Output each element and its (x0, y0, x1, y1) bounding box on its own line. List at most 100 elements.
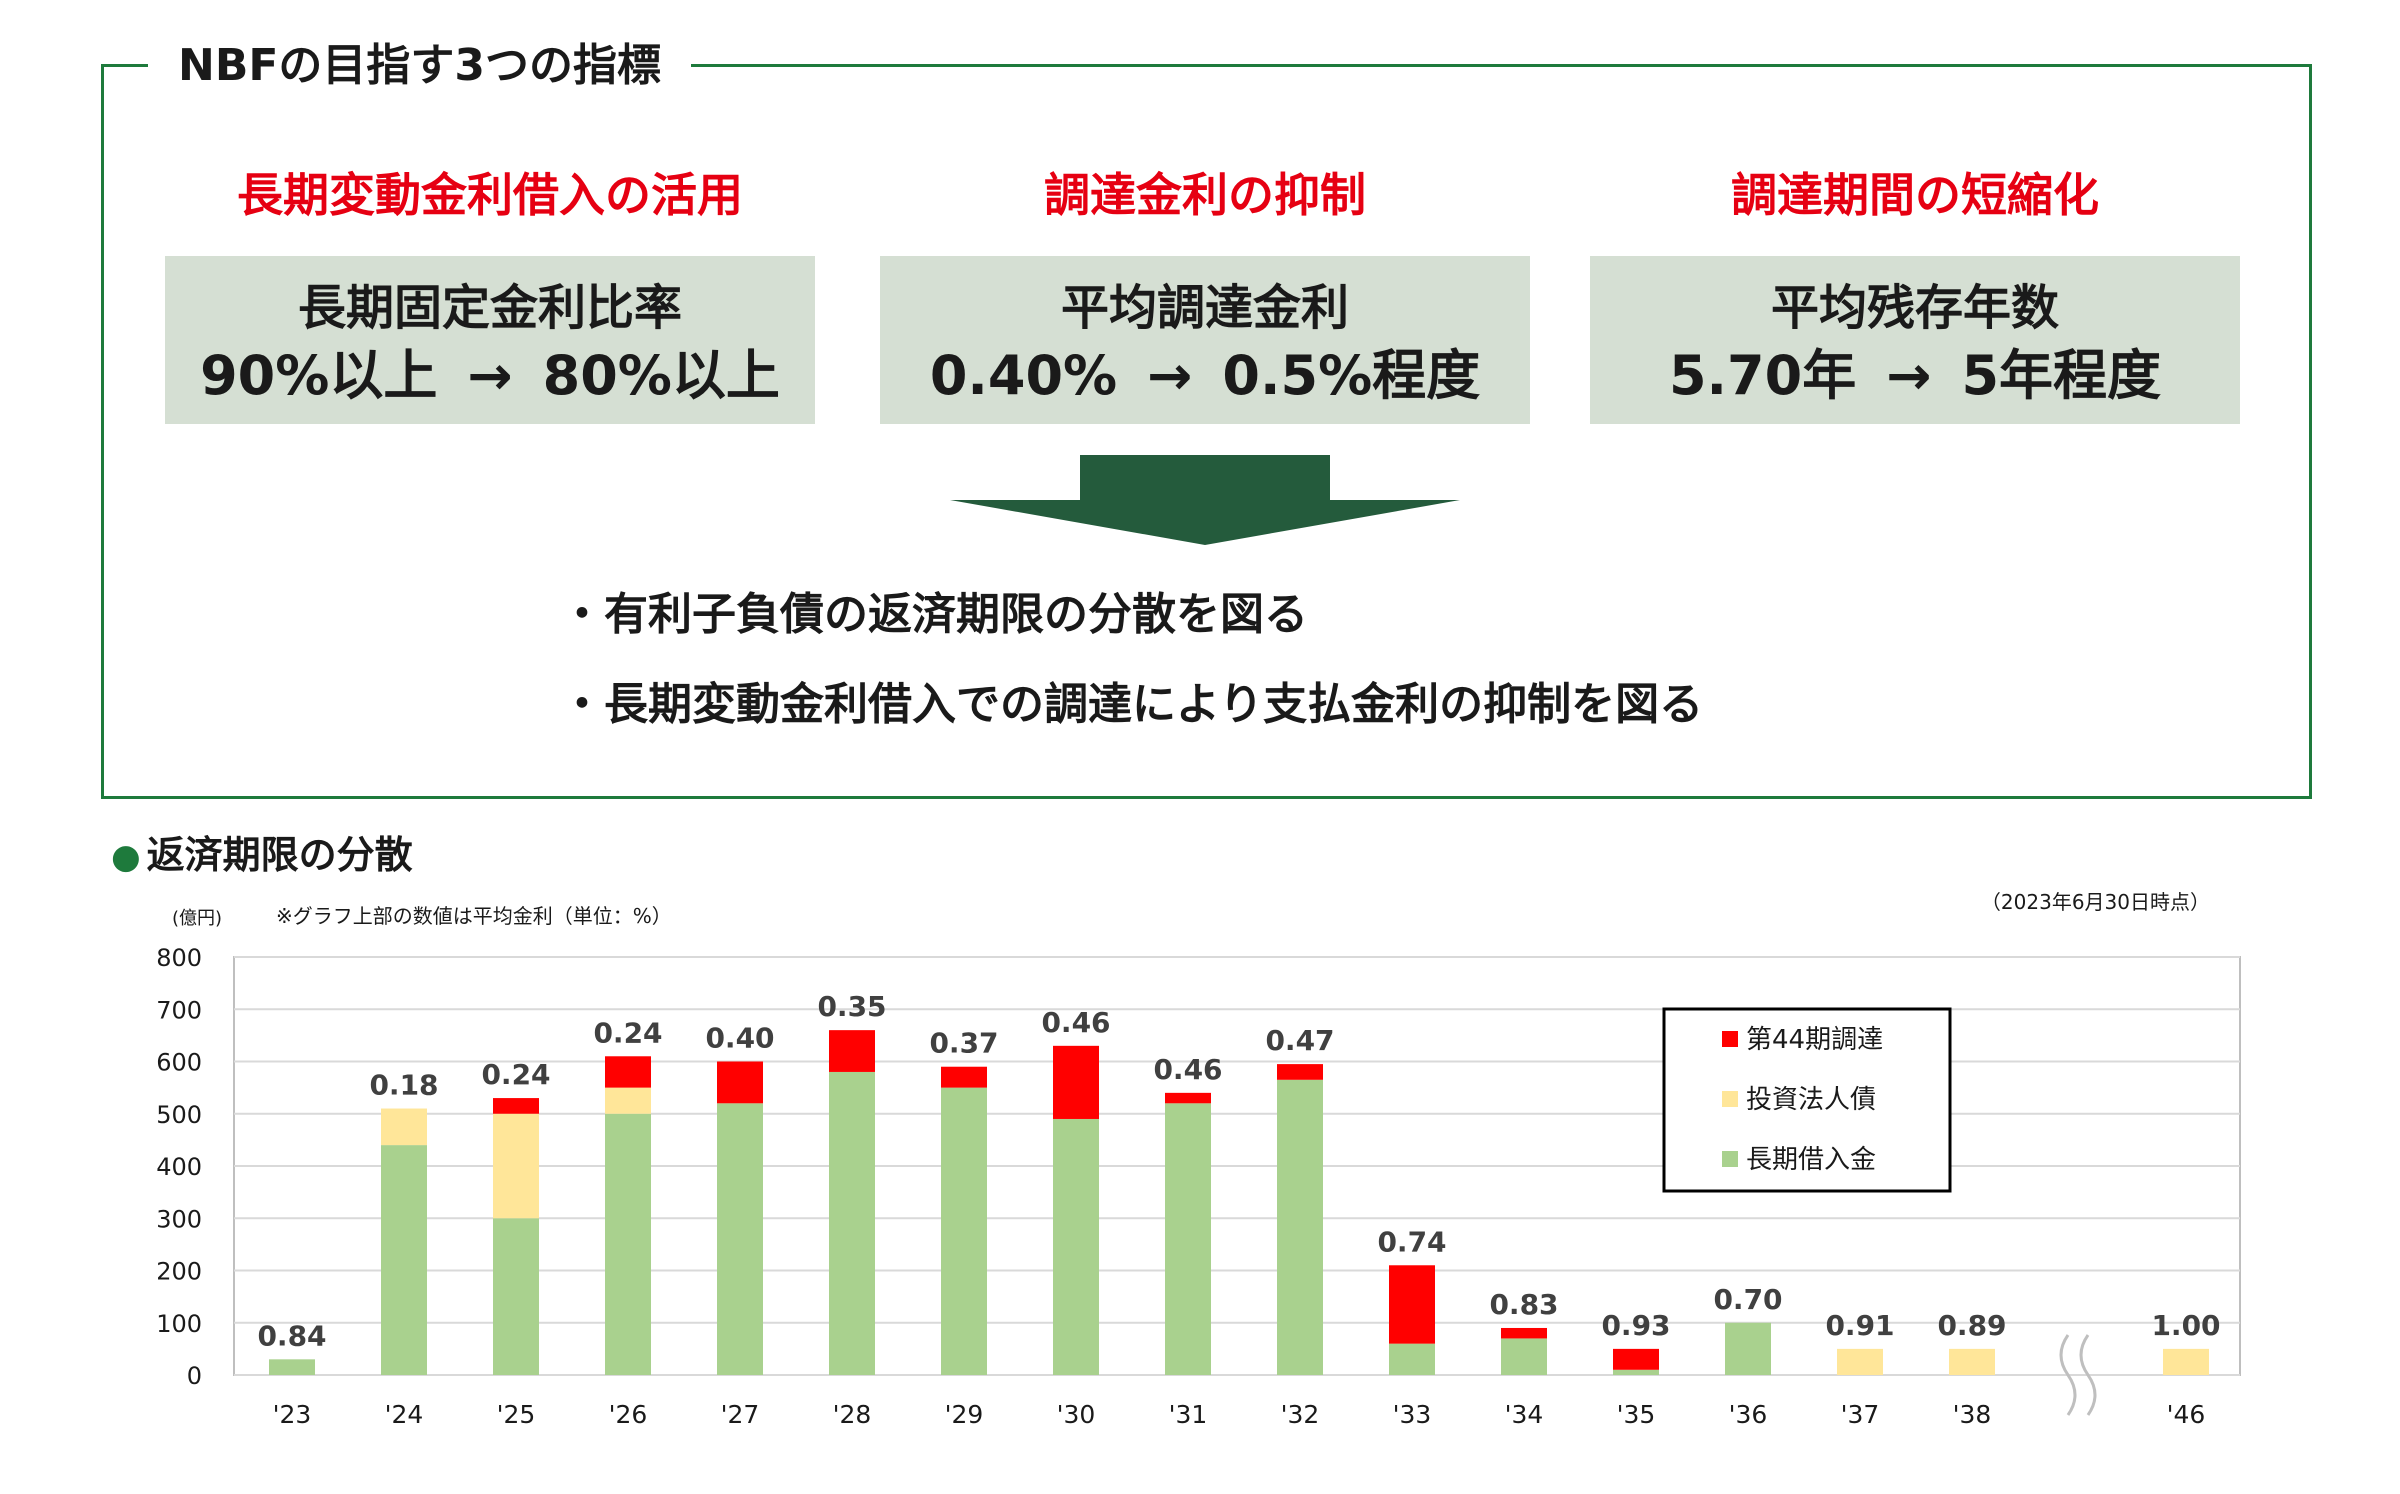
x-tick-label: '34 (1505, 1400, 1544, 1429)
bar-segment (1501, 1338, 1547, 1375)
x-tick-label: '24 (385, 1400, 424, 1429)
rate-label: 1.00 (2151, 1309, 2220, 1342)
indicator-label: 平均調達金利 (1060, 280, 1349, 336)
bar-segment (1165, 1103, 1211, 1375)
frame-title: NBFの目指す3つの指標 (148, 40, 692, 92)
bar-segment (1501, 1327, 1547, 1339)
bar-segment (605, 1113, 651, 1375)
bar-segment (1053, 1045, 1099, 1119)
bar-segment (2163, 1348, 2209, 1375)
y-tick-label: 400 (156, 1153, 202, 1181)
bar-segment (493, 1113, 539, 1219)
indicator-label: 平均残存年数 (1770, 280, 2059, 336)
x-tick-label: '46 (2167, 1400, 2206, 1429)
indicator-box: 平均調達金利 0.40% → 0.5%程度 (880, 256, 1530, 424)
bar-segment (1165, 1092, 1211, 1104)
axis-break-icon (2079, 1334, 2097, 1416)
indicator-to: 5年程度 (1961, 344, 2162, 407)
bar-segment (1613, 1348, 1659, 1370)
indicator-to: 80%以上 (542, 344, 780, 407)
x-tick-label: '31 (1169, 1400, 1208, 1429)
point-item: ・長期変動金利借入での調達により支払金利の抑制を図る (560, 679, 1704, 730)
rate-label: 0.74 (1377, 1225, 1446, 1258)
x-tick-label: '27 (721, 1400, 760, 1429)
y-tick-label: 200 (156, 1258, 202, 1286)
x-tick-label: '33 (1393, 1400, 1432, 1429)
x-tick-label: '36 (1729, 1400, 1768, 1429)
y-tick-label: 700 (156, 996, 202, 1024)
x-tick-label: '23 (273, 1400, 312, 1429)
legend-label: 長期借入金 (1746, 1145, 1876, 1175)
axis-break-icon (2059, 1334, 2077, 1416)
indicator-from: 0.40% (929, 344, 1118, 407)
y-tick-label: 300 (156, 1205, 202, 1233)
indicator-heading: 調達期間の短縮化 (1731, 168, 2099, 222)
bar-segment (1389, 1265, 1435, 1344)
legend-box (1662, 1007, 1952, 1193)
bar-segment (1389, 1343, 1435, 1375)
section-title: ● 返済期限の分散 (111, 830, 413, 882)
key-points: ・有利子負債の返済期限の分散を図る ・長期変動金利借入での調達により支払金利の抑… (560, 585, 1703, 765)
bar-segment (493, 1098, 539, 1114)
bar-segment (941, 1087, 987, 1375)
bar-segment (605, 1056, 651, 1088)
rate-label: 0.46 (1041, 1006, 1110, 1039)
indicator-heading: 長期変動金利借入の活用 (237, 168, 743, 222)
indicator-column-fixed-rate: 長期変動金利借入の活用 長期固定金利比率 90%以上 → 80%以上 (165, 160, 815, 424)
bar-segment (1277, 1079, 1323, 1375)
y-axis-unit: (億円) (172, 908, 223, 929)
indicator-value: 5.70年 → 5年程度 (1590, 340, 2240, 412)
bar-segment (1949, 1348, 1995, 1375)
as-of-date: （2023年6月30日時点） (1980, 890, 2210, 914)
rate-label: 0.84 (257, 1319, 326, 1352)
indicator-column-rate: 調達金利の抑制 平均調達金利 0.40% → 0.5%程度 (880, 160, 1530, 424)
x-tick-label: '29 (945, 1400, 984, 1429)
bar-segment (941, 1066, 987, 1088)
x-tick-label: '37 (1841, 1400, 1880, 1429)
bar-segment (493, 1218, 539, 1375)
x-tick-label: '38 (1953, 1400, 1992, 1429)
indicator-from: 5.70年 (1668, 344, 1857, 407)
down-arrow-icon (950, 455, 1460, 545)
bar-segment (1837, 1348, 1883, 1375)
bar-segment (269, 1359, 315, 1375)
x-tick-label: '35 (1617, 1400, 1656, 1429)
bar-segment (381, 1108, 427, 1146)
indicator-label: 長期固定金利比率 (297, 280, 682, 336)
indicator-value: 90%以上 → 80%以上 (165, 340, 815, 412)
indicator-column-term: 調達期間の短縮化 平均残存年数 5.70年 → 5年程度 (1590, 160, 2240, 424)
chart-note: ※グラフ上部の数値は平均金利（単位：%） (276, 904, 672, 928)
bar-segment (1053, 1118, 1099, 1375)
x-tick-label: '32 (1281, 1400, 1320, 1429)
indicator-to: 0.5%程度 (1222, 344, 1481, 407)
bar-segment (717, 1103, 763, 1375)
y-tick-label: 500 (156, 1101, 202, 1129)
right-arrow-icon: → (467, 344, 513, 407)
y-tick-label: 100 (156, 1310, 202, 1338)
rate-label: 0.83 (1489, 1288, 1558, 1321)
legend-swatch (1722, 1091, 1738, 1107)
rate-label: 0.24 (593, 1016, 662, 1049)
bar-segment (829, 1030, 875, 1072)
indicator-box: 長期固定金利比率 90%以上 → 80%以上 (165, 256, 815, 424)
bullet-icon: ● (111, 837, 141, 877)
rate-label: 0.18 (369, 1069, 438, 1102)
section-title-text: 返済期限の分散 (146, 833, 413, 877)
rate-label: 0.47 (1265, 1024, 1334, 1057)
legend-label: 投資法人債 (1746, 1085, 1876, 1115)
rate-label: 0.46 (1153, 1053, 1222, 1086)
legend-label: 第44期調達 (1746, 1025, 1883, 1055)
rate-label: 0.35 (817, 990, 886, 1023)
bar-segment (381, 1145, 427, 1375)
x-tick-label: '26 (609, 1400, 648, 1429)
right-arrow-icon: → (1886, 344, 1932, 407)
rate-label: 0.93 (1601, 1309, 1670, 1342)
indicator-from: 90%以上 (200, 344, 438, 407)
bar-segment (717, 1061, 763, 1104)
indicator-box: 平均残存年数 5.70年 → 5年程度 (1590, 256, 2240, 424)
indicator-value: 0.40% → 0.5%程度 (880, 340, 1530, 412)
indicators-frame (101, 64, 2312, 799)
y-tick-label: 600 (156, 1049, 202, 1077)
x-tick-label: '25 (497, 1400, 536, 1429)
